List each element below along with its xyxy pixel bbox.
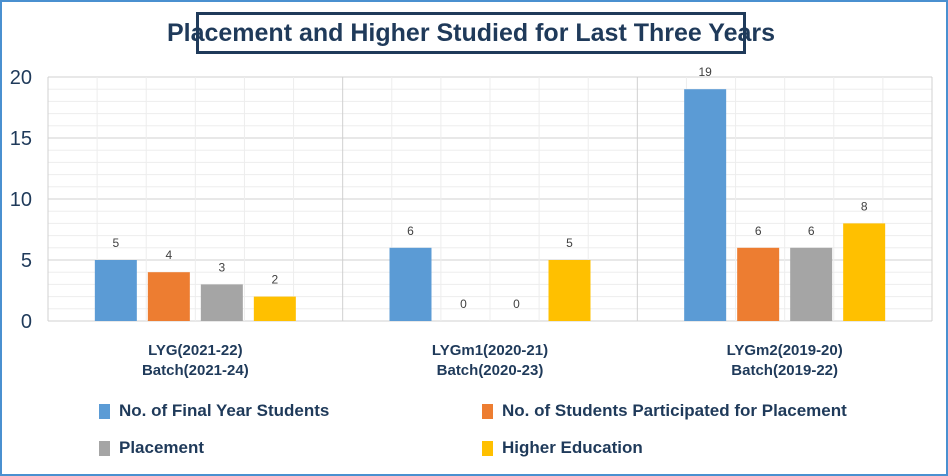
bar [389, 247, 432, 321]
x-tick-label: LYG(2021-22) [148, 342, 243, 359]
legend-swatch [482, 403, 493, 419]
data-label: 8 [861, 199, 868, 213]
x-tick-label: Batch(2020-23) [437, 362, 544, 379]
legend-swatch [482, 440, 493, 456]
legend-label: No. of Final Year Students [119, 401, 330, 420]
data-label: 2 [271, 273, 278, 287]
bar [684, 89, 727, 321]
y-tick-label: 0 [21, 311, 32, 333]
legend-item-participated: No. of Students Participated for Placeme… [482, 401, 847, 421]
y-tick-label: 20 [10, 67, 32, 89]
data-label: 0 [460, 297, 467, 311]
legend-item-final-year: No. of Final Year Students [99, 401, 329, 421]
data-label: 5 [112, 236, 119, 250]
x-tick-label: LYGm2(2019-20) [727, 342, 843, 359]
bar [147, 272, 190, 321]
bar [253, 296, 296, 321]
bar [200, 284, 243, 321]
y-tick-label: 15 [10, 128, 32, 150]
legend-swatch [99, 440, 110, 456]
y-tick-label: 10 [10, 189, 32, 211]
bar [843, 223, 886, 321]
chart-title-box: Placement and Higher Studied for Last Th… [167, 12, 775, 54]
data-label: 19 [698, 65, 712, 79]
bar [94, 260, 137, 321]
bar [548, 260, 591, 321]
data-label: 5 [566, 236, 573, 250]
x-tick-label: LYGm1(2020-21) [432, 342, 548, 359]
x-tick-label: Batch(2021-24) [142, 362, 249, 379]
data-label: 4 [165, 248, 172, 262]
data-label: 0 [513, 297, 520, 311]
legend-label: Higher Education [502, 438, 643, 457]
chart-title: Placement and Higher Studied for Last Th… [166, 18, 776, 47]
legend-label: No. of Students Participated for Placeme… [502, 401, 847, 420]
data-label: 6 [407, 224, 414, 238]
data-label: 3 [218, 260, 225, 274]
legend-item-higher-education: Higher Education [482, 438, 643, 458]
bar [737, 247, 780, 321]
y-tick-label: 5 [21, 250, 32, 272]
x-tick-label: Batch(2019-22) [731, 362, 838, 379]
legend-item-placement: Placement [99, 438, 204, 458]
legend-label: Placement [119, 438, 205, 457]
bar [790, 247, 833, 321]
data-label: 6 [808, 224, 815, 238]
legend-swatch [99, 403, 110, 419]
data-label: 6 [755, 224, 762, 238]
